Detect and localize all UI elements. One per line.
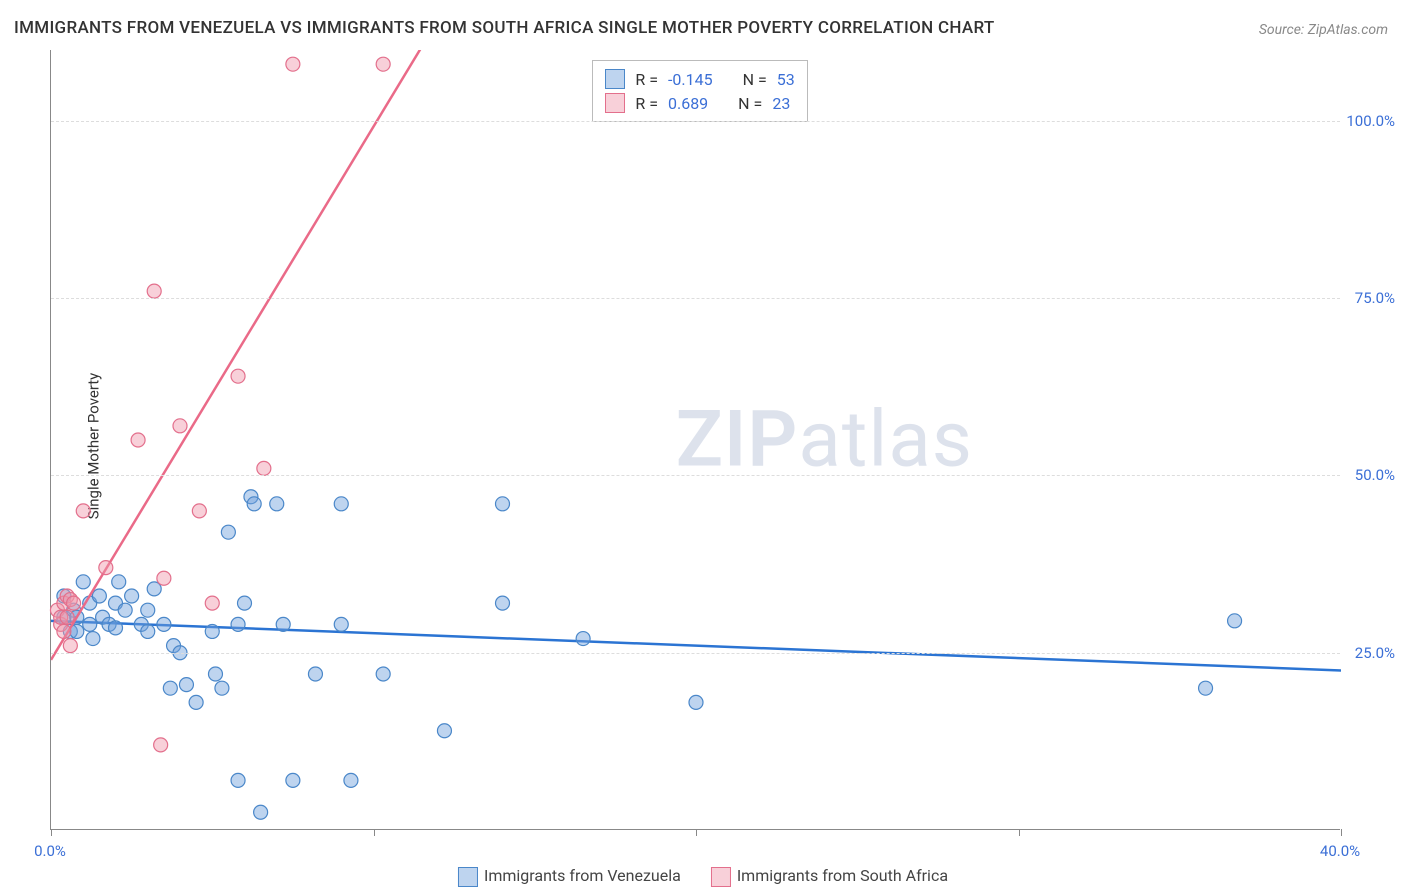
data-point	[67, 596, 81, 610]
bottom-legend: Immigrants from Venezuela Immigrants from…	[458, 866, 948, 887]
gridline-h	[51, 475, 1340, 476]
n-label: N =	[738, 94, 762, 113]
data-point	[276, 617, 290, 631]
legend-label: Immigrants from South Africa	[737, 866, 948, 885]
gridline-h	[51, 121, 1340, 122]
x-tick	[1341, 829, 1342, 836]
data-point	[99, 561, 113, 575]
data-point	[147, 284, 161, 298]
data-point	[141, 624, 155, 638]
data-point	[179, 678, 193, 692]
data-point	[1199, 681, 1213, 695]
data-point	[157, 617, 171, 631]
data-point	[131, 433, 145, 447]
data-point	[57, 624, 71, 638]
data-point	[215, 681, 229, 695]
data-point	[231, 369, 245, 383]
regression-line	[51, 0, 454, 660]
data-point	[376, 57, 390, 71]
n-value: 53	[777, 70, 795, 89]
data-point	[141, 603, 155, 617]
data-point	[308, 667, 322, 681]
data-point	[60, 610, 74, 624]
data-point	[247, 497, 261, 511]
y-tick-label: 50.0%	[1355, 466, 1395, 484]
data-point	[231, 617, 245, 631]
x-tick-label: 40.0%	[1320, 842, 1360, 860]
data-point	[286, 57, 300, 71]
data-point	[437, 724, 451, 738]
n-label: N =	[743, 70, 767, 89]
y-tick-label: 25.0%	[1355, 644, 1395, 662]
data-point	[208, 667, 222, 681]
data-point	[76, 504, 90, 518]
data-point	[76, 575, 90, 589]
data-point	[576, 632, 590, 646]
data-point	[112, 575, 126, 589]
data-point	[157, 571, 171, 585]
legend-item: Immigrants from South Africa	[711, 866, 948, 887]
r-value: 0.689	[668, 94, 708, 113]
data-point	[109, 621, 123, 635]
data-point	[270, 497, 284, 511]
data-point	[205, 596, 219, 610]
data-point	[376, 667, 390, 681]
legend-swatch-icon	[605, 93, 625, 113]
data-point	[92, 589, 106, 603]
x-tick	[51, 829, 52, 836]
data-point	[173, 419, 187, 433]
x-tick	[374, 829, 375, 836]
data-point	[192, 504, 206, 518]
data-point	[189, 695, 203, 709]
data-point	[344, 773, 358, 787]
n-value: 23	[772, 94, 790, 113]
legend-label: Immigrants from Venezuela	[484, 866, 681, 885]
x-tick	[696, 829, 697, 836]
data-point	[86, 632, 100, 646]
data-point	[496, 497, 510, 511]
gridline-h	[51, 653, 1340, 654]
source-label: Source: ZipAtlas.com	[1259, 22, 1388, 38]
r-value: -0.145	[668, 70, 713, 89]
data-point	[257, 461, 271, 475]
x-tick-label: 0.0%	[34, 842, 66, 860]
data-point	[154, 738, 168, 752]
y-tick-label: 75.0%	[1355, 289, 1395, 307]
legend-swatch-icon	[711, 867, 731, 887]
data-point	[118, 603, 132, 617]
data-point	[205, 624, 219, 638]
r-label: R =	[635, 94, 658, 113]
data-point	[496, 596, 510, 610]
data-point	[63, 639, 77, 653]
correlation-box: R = -0.145 N = 53 R = 0.689 N = 23	[592, 60, 807, 122]
plot-svg	[51, 50, 1340, 829]
data-point	[1228, 614, 1242, 628]
data-point	[238, 596, 252, 610]
gridline-h	[51, 298, 1340, 299]
x-tick	[1019, 829, 1020, 836]
data-point	[163, 681, 177, 695]
correlation-row: R = -0.145 N = 53	[605, 67, 794, 91]
legend-swatch-icon	[605, 69, 625, 89]
r-label: R =	[635, 70, 658, 89]
chart-title: IMMIGRANTS FROM VENEZUELA VS IMMIGRANTS …	[14, 18, 995, 38]
data-point	[125, 589, 139, 603]
data-point	[221, 525, 235, 539]
data-point	[334, 617, 348, 631]
data-point	[83, 617, 97, 631]
y-tick-label: 100.0%	[1346, 112, 1395, 130]
legend-swatch-icon	[458, 867, 478, 887]
data-point	[334, 497, 348, 511]
data-point	[689, 695, 703, 709]
legend-item: Immigrants from Venezuela	[458, 866, 681, 887]
plot-area: ZIPatlas R = -0.145N = 53R = 0.689N = 23…	[50, 50, 1340, 830]
data-point	[231, 773, 245, 787]
correlation-row: R = 0.689 N = 23	[605, 91, 794, 115]
data-point	[254, 805, 268, 819]
data-point	[286, 773, 300, 787]
